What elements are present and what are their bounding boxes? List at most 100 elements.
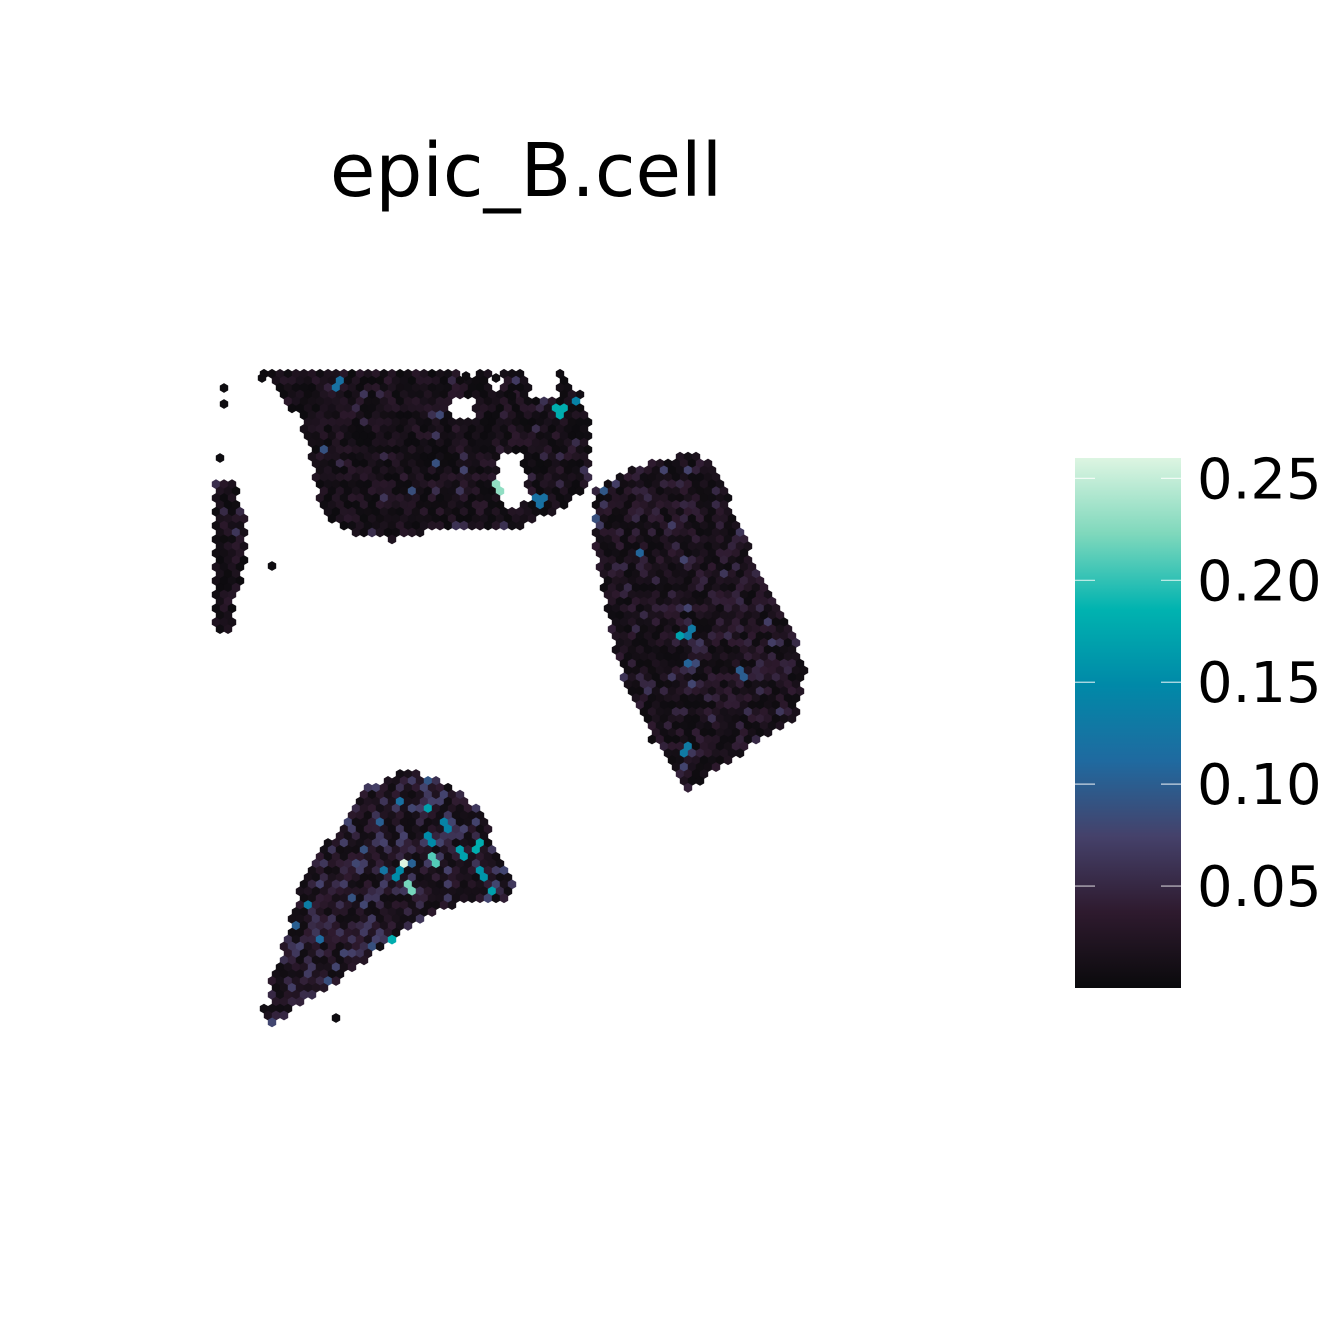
- spot: [703, 610, 713, 621]
- spot: [727, 527, 737, 538]
- spot: [735, 720, 745, 731]
- spot: [631, 486, 641, 496]
- spot: [403, 479, 413, 490]
- spot: [663, 555, 673, 565]
- spot: [695, 651, 705, 662]
- spot: [307, 934, 317, 945]
- spot: [627, 506, 637, 517]
- spot: [543, 403, 553, 414]
- spot: [383, 431, 393, 441]
- spot: [483, 520, 493, 531]
- spot: [687, 651, 697, 662]
- spot: [571, 451, 581, 462]
- spot: [295, 375, 305, 386]
- spot: [483, 506, 493, 517]
- spot: [651, 465, 661, 476]
- spot: [407, 500, 417, 510]
- spot: [447, 872, 457, 883]
- spot: [715, 741, 725, 752]
- spot: [715, 493, 725, 503]
- spot: [311, 969, 321, 979]
- spot: [335, 872, 345, 883]
- spot: [519, 389, 529, 400]
- spot: [371, 520, 381, 531]
- spot: [711, 596, 721, 607]
- spot: [695, 555, 705, 565]
- spot: [615, 486, 625, 496]
- spot: [679, 527, 689, 538]
- spot: [695, 734, 705, 745]
- spot: [747, 589, 757, 600]
- spot: [455, 389, 465, 400]
- spot: [715, 755, 725, 766]
- spot: [503, 513, 513, 524]
- spot: [323, 893, 333, 904]
- spot: [771, 672, 781, 683]
- spot: [691, 562, 701, 572]
- spot: [655, 624, 665, 634]
- spot: [387, 520, 397, 531]
- spot: [467, 437, 477, 448]
- spot: [435, 865, 445, 876]
- spot: [675, 506, 685, 517]
- spot: [703, 720, 713, 731]
- spot: [427, 451, 437, 462]
- spot: [447, 389, 457, 400]
- spot: [411, 437, 421, 448]
- spot: [711, 748, 721, 759]
- spot: [219, 399, 229, 409]
- spot: [467, 465, 477, 476]
- spot: [635, 603, 645, 614]
- spot: [295, 969, 305, 979]
- spot: [475, 410, 485, 421]
- spot: [727, 569, 737, 579]
- spot: [719, 665, 729, 676]
- spot: [619, 479, 629, 490]
- spot: [631, 527, 641, 538]
- spot: [643, 617, 653, 628]
- spot: [447, 900, 457, 910]
- spot: [227, 617, 237, 628]
- spot: [503, 403, 513, 414]
- spot: [491, 851, 501, 862]
- spot: [667, 631, 677, 641]
- spot: [463, 500, 473, 510]
- spot: [323, 437, 333, 448]
- spot: [403, 410, 413, 421]
- spot: [675, 617, 685, 628]
- spot: [451, 493, 461, 503]
- spot: [323, 465, 333, 476]
- spot: [335, 831, 345, 841]
- spot: [719, 596, 729, 607]
- spot: [307, 976, 317, 986]
- spot: [727, 693, 737, 703]
- spot: [219, 575, 229, 586]
- spot: [747, 658, 757, 669]
- spot: [775, 693, 785, 703]
- spot: [395, 493, 405, 503]
- spot: [683, 479, 693, 490]
- spot: [627, 479, 637, 490]
- spot: [483, 493, 493, 503]
- spot: [579, 451, 589, 462]
- spot: [431, 831, 441, 841]
- spot: [315, 907, 325, 917]
- spot: [687, 596, 697, 607]
- spot: [347, 962, 357, 973]
- spot: [359, 472, 369, 483]
- spot: [655, 582, 665, 593]
- spot: [467, 879, 477, 890]
- spot: [415, 527, 425, 538]
- spot: [355, 907, 365, 917]
- spot: [339, 879, 349, 890]
- spot: [231, 569, 241, 579]
- spot: [419, 838, 429, 848]
- spot: [359, 527, 369, 538]
- spot: [383, 500, 393, 510]
- spot: [675, 603, 685, 614]
- spot: [315, 879, 325, 890]
- spot: [383, 845, 393, 855]
- spot: [687, 486, 697, 496]
- spot: [399, 900, 409, 910]
- spot: [635, 617, 645, 628]
